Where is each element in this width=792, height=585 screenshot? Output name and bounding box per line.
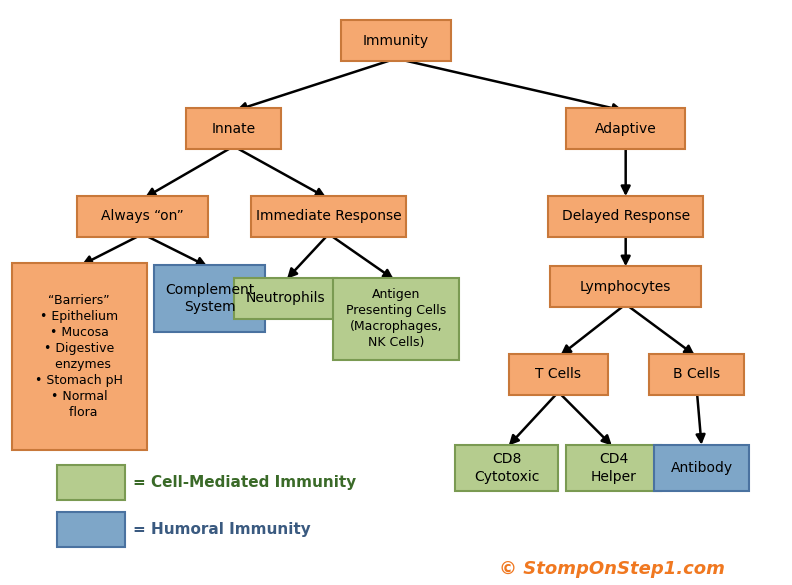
FancyBboxPatch shape (186, 108, 281, 149)
FancyBboxPatch shape (654, 445, 749, 491)
Text: Delayed Response: Delayed Response (562, 209, 690, 223)
FancyBboxPatch shape (333, 278, 459, 360)
FancyBboxPatch shape (234, 278, 337, 319)
FancyBboxPatch shape (58, 512, 125, 547)
Text: Complement
System: Complement System (166, 283, 254, 314)
Text: CD8
Cytotoxic: CD8 Cytotoxic (474, 452, 539, 484)
FancyBboxPatch shape (550, 266, 701, 307)
FancyBboxPatch shape (58, 465, 125, 500)
Text: = Humoral Immunity: = Humoral Immunity (133, 522, 310, 537)
Text: Lymphocytes: Lymphocytes (580, 280, 672, 294)
Text: Adaptive: Adaptive (595, 122, 657, 136)
Text: “Barriers”
• Epithelium
• Mucosa
• Digestive
  enzymes
• Stomach pH
• Normal
  f: “Barriers” • Epithelium • Mucosa • Diges… (36, 294, 123, 419)
FancyBboxPatch shape (566, 445, 661, 491)
FancyBboxPatch shape (154, 264, 265, 332)
FancyBboxPatch shape (252, 196, 406, 237)
Text: Always “on”: Always “on” (101, 209, 184, 223)
Text: Innate: Innate (211, 122, 256, 136)
Text: Neutrophils: Neutrophils (246, 291, 325, 305)
Text: T Cells: T Cells (535, 367, 581, 381)
Text: Antibody: Antibody (671, 461, 733, 475)
FancyBboxPatch shape (455, 445, 558, 491)
Text: Immediate Response: Immediate Response (256, 209, 402, 223)
FancyBboxPatch shape (566, 108, 685, 149)
Text: Antigen
Presenting Cells
(Macrophages,
NK Cells): Antigen Presenting Cells (Macrophages, N… (346, 288, 446, 349)
Text: CD4
Helper: CD4 Helper (591, 452, 637, 484)
FancyBboxPatch shape (508, 354, 608, 395)
FancyBboxPatch shape (77, 196, 208, 237)
Text: = Cell-Mediated Immunity: = Cell-Mediated Immunity (133, 475, 356, 490)
FancyBboxPatch shape (341, 20, 451, 61)
Text: B Cells: B Cells (673, 367, 721, 381)
Text: © StompOnStep1.com: © StompOnStep1.com (499, 560, 725, 578)
FancyBboxPatch shape (549, 196, 703, 237)
FancyBboxPatch shape (649, 354, 744, 395)
Text: Immunity: Immunity (363, 34, 429, 48)
FancyBboxPatch shape (12, 263, 147, 450)
